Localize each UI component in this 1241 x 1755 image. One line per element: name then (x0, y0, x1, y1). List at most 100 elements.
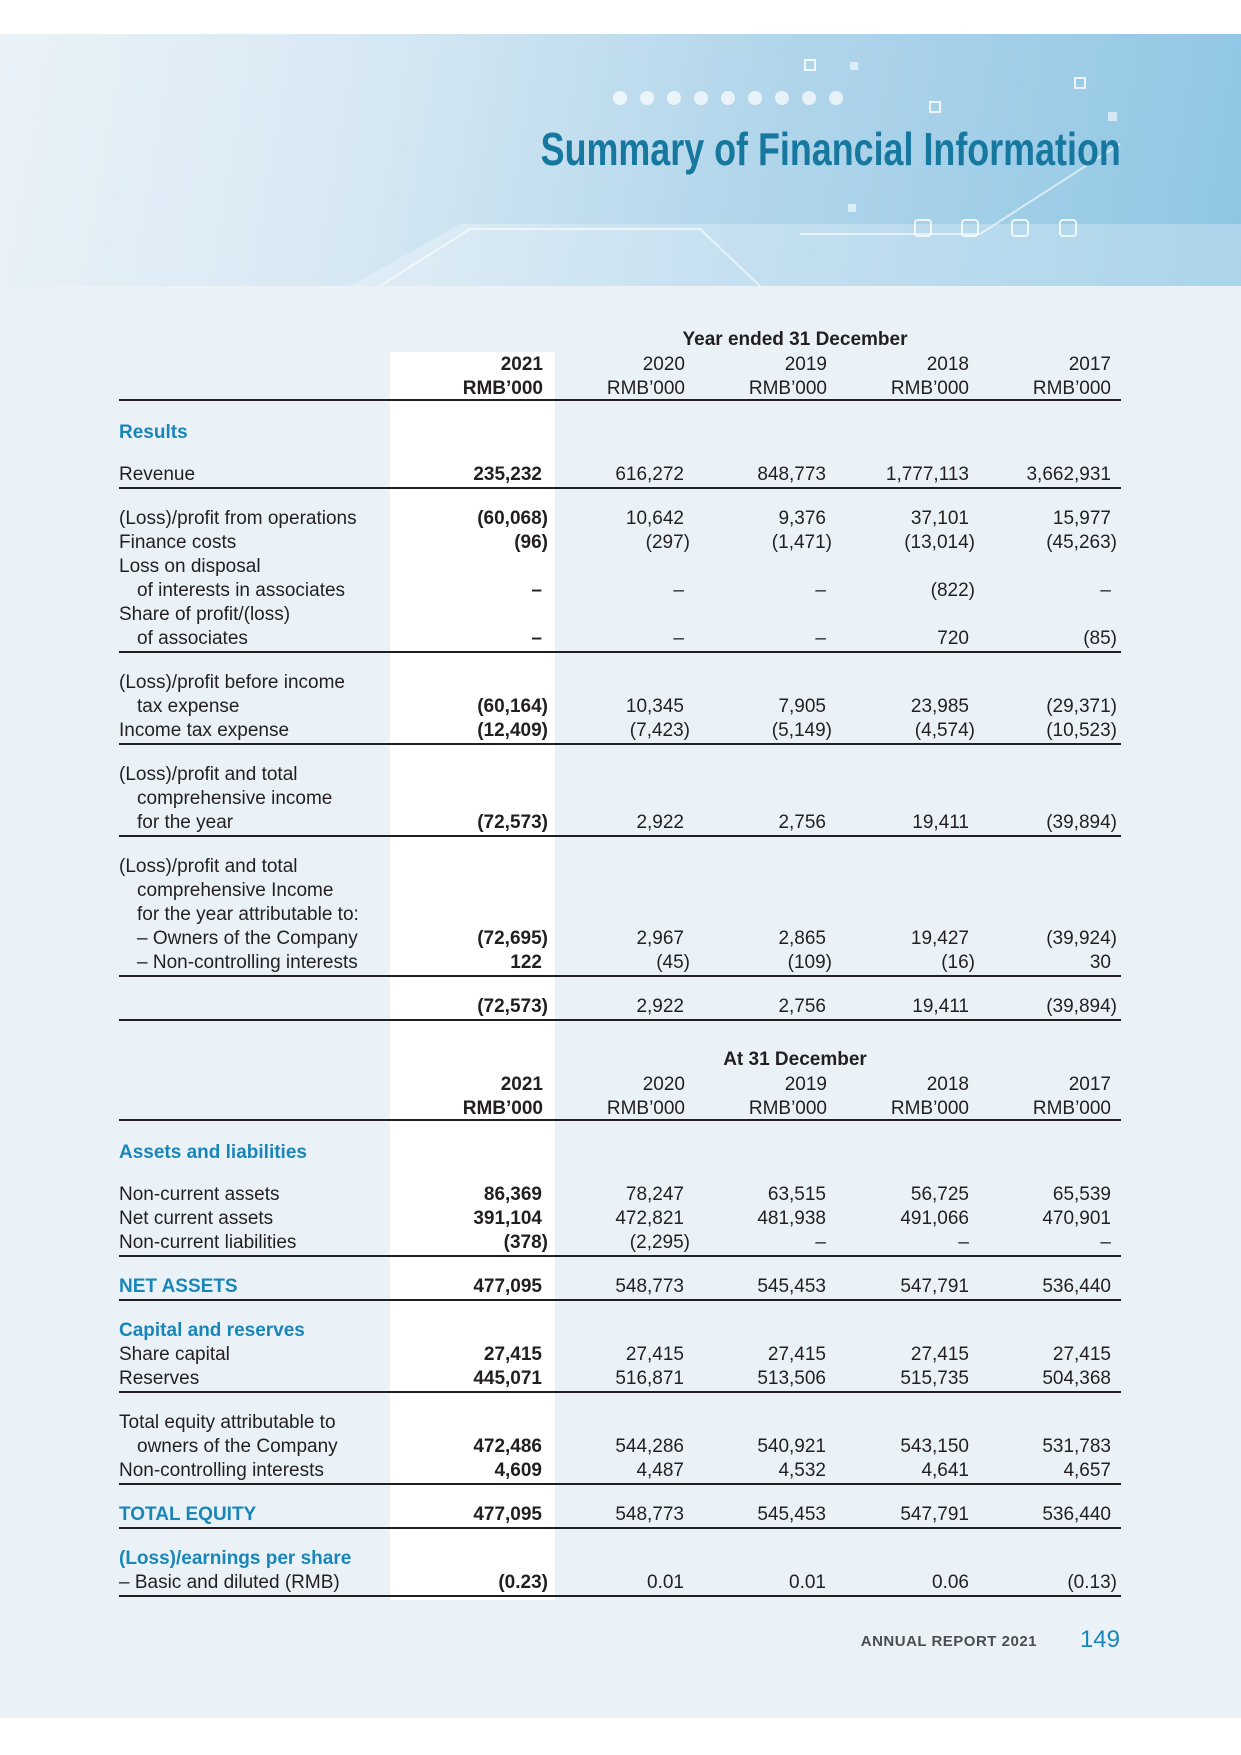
section-heading: Assets and liabilities (119, 1142, 307, 1163)
header-banner (0, 34, 1241, 286)
unit-header: RMB’000 (1032, 1098, 1111, 1119)
table-caption: Year ended 31 December (682, 329, 908, 350)
value-cell: (7,423) (629, 720, 690, 741)
value-cell: (85) (1083, 628, 1117, 649)
value-cell: (45,263) (1046, 532, 1117, 553)
row-label: tax expense (137, 696, 240, 717)
value-cell: 27,415 (1052, 1344, 1111, 1365)
value-cell: 545,453 (757, 1504, 826, 1525)
value-cell: 545,453 (757, 1276, 826, 1297)
page-number: 149 (1079, 1626, 1120, 1653)
value-cell: 235,232 (473, 464, 542, 485)
value-cell: (60,068) (477, 508, 548, 529)
value-cell: 27,415 (625, 1344, 684, 1365)
value-cell: 0.01 (789, 1572, 826, 1593)
year-header: 2019 (784, 354, 827, 375)
value-cell: 2,756 (778, 812, 826, 833)
row-label: (Loss)/profit and total (119, 856, 298, 877)
unit-header: RMB’000 (606, 378, 685, 399)
rule (119, 1391, 1121, 1393)
unit-header: RMB’000 (748, 1098, 827, 1119)
value-cell: 7,905 (778, 696, 826, 717)
row-label: comprehensive Income (137, 880, 334, 901)
value-cell: 547,791 (900, 1276, 969, 1297)
row-label: Finance costs (119, 532, 237, 553)
value-cell: (16) (941, 952, 975, 973)
value-cell: 2,967 (636, 928, 684, 949)
year-header: 2020 (642, 354, 685, 375)
page-background (0, 34, 1241, 1718)
row-label: Reserves (119, 1368, 200, 1389)
value-cell: (29,371) (1046, 696, 1117, 717)
value-cell: (1,471) (771, 532, 832, 553)
value-cell: 481,938 (757, 1208, 826, 1229)
value-cell: (45) (656, 952, 690, 973)
year-header: 2018 (926, 354, 969, 375)
row-label: owners of the Company (137, 1436, 338, 1457)
unit-header: RMB’000 (890, 1098, 969, 1119)
footer-report: ANNUAL REPORT 2021 (860, 1633, 1037, 1650)
value-cell: 531,783 (1042, 1436, 1111, 1457)
value-cell: 4,657 (1063, 1460, 1111, 1481)
value-cell: 2,922 (636, 996, 684, 1017)
value-cell: 515,735 (900, 1368, 969, 1389)
page-title: Summary of Financial Information (540, 123, 1121, 175)
value-cell: 547,791 (900, 1504, 969, 1525)
value-cell: 548,773 (615, 1504, 684, 1525)
row-label: Non-current liabilities (119, 1232, 297, 1253)
row-label: comprehensive income (137, 788, 333, 809)
rule (119, 743, 1121, 745)
value-cell: (109) (787, 952, 832, 973)
unit-header: RMB’000 (462, 378, 543, 399)
row-label: Non-current assets (119, 1184, 280, 1205)
value-cell: 848,773 (757, 464, 826, 485)
value-cell: – (958, 1232, 969, 1253)
value-cell: 27,415 (483, 1344, 542, 1365)
section-heading: Results (119, 422, 188, 443)
unit-header: RMB’000 (606, 1098, 685, 1119)
value-cell: (39,924) (1046, 928, 1117, 949)
value-cell: – (815, 628, 826, 649)
row-label: (Loss)/profit from operations (119, 508, 357, 529)
value-cell: 1,777,113 (885, 464, 969, 485)
value-cell: 391,104 (473, 1208, 542, 1229)
value-cell: 477,095 (473, 1276, 542, 1297)
row-label: for the year attributable to: (137, 904, 359, 925)
value-cell: 513,506 (757, 1368, 826, 1389)
rule (119, 399, 1121, 401)
value-cell: (60,164) (477, 696, 548, 717)
value-cell: 477,095 (473, 1504, 542, 1525)
value-cell: (39,894) (1046, 996, 1117, 1017)
table-caption: At 31 December (723, 1049, 867, 1070)
value-cell: 27,415 (910, 1344, 969, 1365)
value-cell: 4,532 (778, 1460, 826, 1481)
section-heading: (Loss)/earnings per share (119, 1548, 352, 1569)
value-cell: 4,641 (921, 1460, 969, 1481)
row-label: Revenue (119, 464, 196, 485)
value-cell: 491,066 (900, 1208, 969, 1229)
unit-header: RMB’000 (462, 1098, 543, 1119)
row-label: Income tax expense (119, 720, 290, 741)
value-cell: (12,409) (477, 720, 548, 741)
value-cell: (0.13) (1067, 1572, 1117, 1593)
year-header: 2017 (1068, 1074, 1111, 1095)
value-cell: 472,821 (615, 1208, 684, 1229)
value-cell: (13,014) (904, 532, 975, 553)
value-cell: 2,922 (636, 812, 684, 833)
year-header: 2020 (642, 1074, 685, 1095)
value-cell: 30 (1089, 952, 1111, 973)
value-cell: 472,486 (473, 1436, 542, 1457)
value-cell: 122 (510, 952, 542, 973)
value-cell: 536,440 (1042, 1504, 1111, 1525)
section-heading: Capital and reserves (119, 1320, 305, 1341)
value-cell: 548,773 (615, 1276, 684, 1297)
row-label: – Non-controlling interests (137, 952, 358, 973)
value-cell: 19,411 (912, 996, 969, 1017)
rule (119, 1019, 1121, 1021)
value-cell: 27,415 (767, 1344, 826, 1365)
value-cell: 2,756 (778, 996, 826, 1017)
rule (119, 835, 1121, 837)
year-header: 2017 (1068, 354, 1111, 375)
value-cell: – (1100, 1232, 1111, 1253)
